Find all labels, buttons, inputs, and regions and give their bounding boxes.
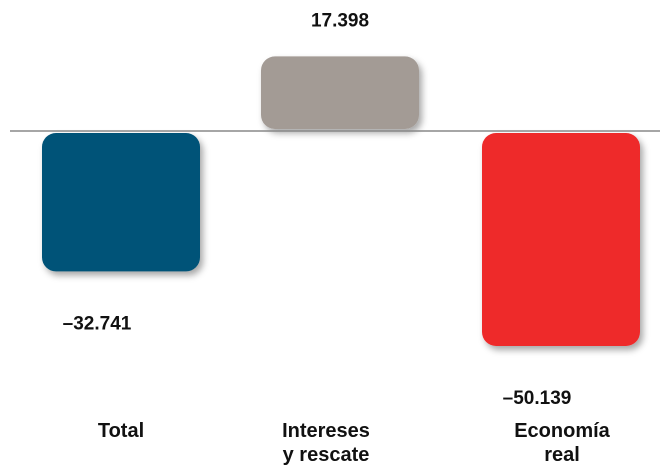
category-label-3: Economía real bbox=[514, 420, 610, 466]
category-label-line: y rescate bbox=[283, 444, 370, 466]
bar-2 bbox=[261, 56, 419, 130]
value-label-3: –50.139 bbox=[503, 388, 572, 409]
bar-1 bbox=[42, 133, 200, 272]
category-label-1: Total bbox=[98, 420, 144, 442]
category-label-line: Total bbox=[98, 420, 144, 442]
category-label-2: Intereses y rescate bbox=[282, 420, 370, 466]
category-label-line: real bbox=[544, 444, 580, 466]
value-label-1: –32.741 bbox=[63, 313, 132, 334]
category-label-line: Economía bbox=[514, 420, 610, 442]
value-label-2: 17.398 bbox=[311, 10, 369, 31]
category-label-line: Intereses bbox=[282, 420, 370, 442]
bar-3 bbox=[482, 133, 640, 346]
